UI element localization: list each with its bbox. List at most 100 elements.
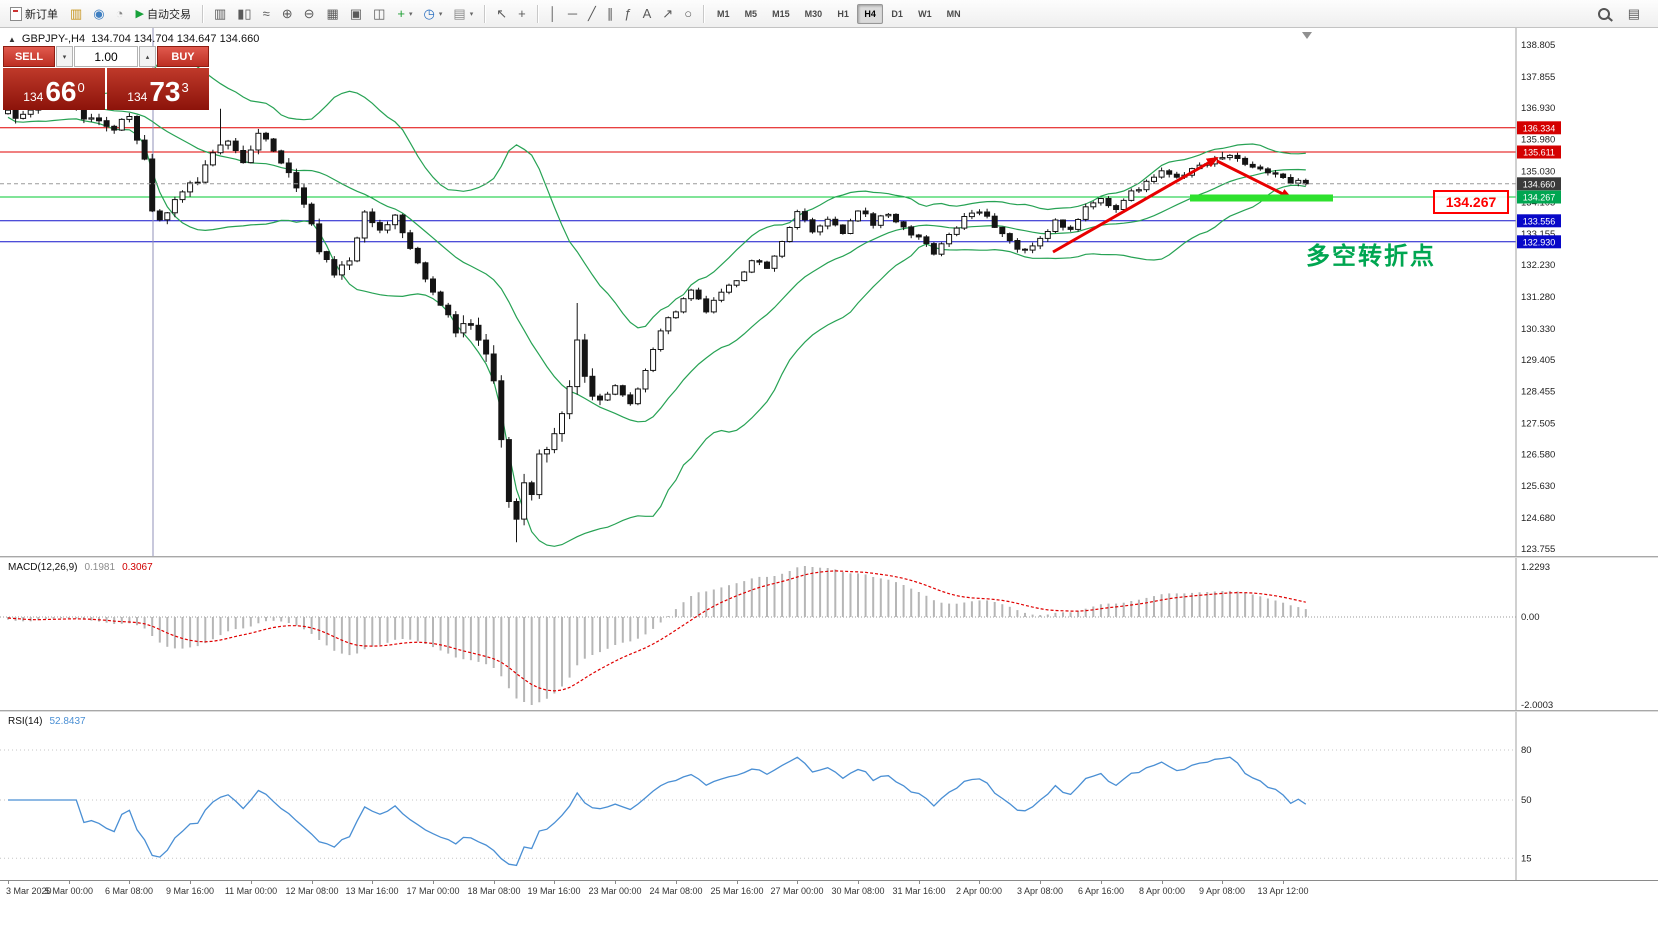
buy-price-button[interactable]: 134 73 3 xyxy=(107,68,209,110)
timeframe-button-h4[interactable]: H4 xyxy=(857,3,884,24)
autotrading-button[interactable]: ▶ 自动交易 xyxy=(131,3,196,25)
vertical-line-icon[interactable]: │ xyxy=(544,3,562,25)
search-icon[interactable] xyxy=(1593,3,1615,25)
horizontal-line-icon-glyph: ─ xyxy=(567,6,578,21)
toolbar-separator xyxy=(536,4,538,23)
time-axis-tick xyxy=(737,881,738,884)
sell-price-button[interactable]: 134 66 0 xyxy=(3,68,105,110)
time-axis-tick xyxy=(676,881,677,884)
fibonacci-icon[interactable]: ƒ xyxy=(619,3,636,25)
line-chart-mode-icon[interactable]: ≈ xyxy=(258,3,275,25)
price-axis[interactable]: 138.805137.855136.930135.980135.030134.1… xyxy=(1515,28,1555,556)
candlestick-mode-icon[interactable]: ▮▯ xyxy=(232,3,256,25)
text-tool-icon[interactable]: A xyxy=(638,3,657,25)
bar-chart-mode-icon[interactable]: ▥ xyxy=(209,3,231,25)
svg-text:133.155: 133.155 xyxy=(1521,229,1555,240)
horizontal-line-icon[interactable]: ─ xyxy=(563,3,582,25)
shapes-icon[interactable]: ○ xyxy=(679,3,697,25)
turning-point-annotation[interactable]: 多空转折点 xyxy=(1306,243,1436,270)
toolbar-separator xyxy=(484,4,486,23)
channel-icon[interactable]: ∥ xyxy=(602,3,619,25)
candlestick-mode-icon-glyph: ▮▯ xyxy=(237,6,252,21)
macd-svg[interactable]: 1.2293 0.00 -2.0003 xyxy=(0,558,1658,710)
new-order-button[interactable]: 新订单 xyxy=(5,3,63,25)
time-axis-tick xyxy=(797,881,798,884)
time-axis-tick xyxy=(433,881,434,884)
rsi-levels xyxy=(0,749,1516,859)
price-chart-area[interactable]: 138.805137.855136.930135.980135.030134.1… xyxy=(0,28,1658,556)
timeframe-button-mn[interactable]: MN xyxy=(940,4,968,24)
panel-separator[interactable] xyxy=(0,556,1658,558)
time-axis-label: 6 Apr 16:00 xyxy=(1077,886,1125,896)
add-indicator-icon[interactable]: + ▾ xyxy=(392,3,417,25)
price-annotation-label[interactable]: 134.267 xyxy=(1433,190,1509,214)
svg-text:126.580: 126.580 xyxy=(1521,449,1555,460)
chart-shift-marker[interactable] xyxy=(1302,32,1312,39)
time-axis-tick xyxy=(69,881,70,884)
sell-button[interactable]: SELL xyxy=(3,46,55,67)
time-axis-tick xyxy=(858,881,859,884)
timeframe-button-m5[interactable]: M5 xyxy=(738,4,765,24)
timeframe-button-d1[interactable]: D1 xyxy=(884,4,910,24)
svg-text:135.980: 135.980 xyxy=(1521,135,1555,146)
time-axis-label: 5 Mar 00:00 xyxy=(44,886,94,896)
trend-arrow-down[interactable] xyxy=(1216,159,1293,200)
svg-text:135.611: 135.611 xyxy=(1523,148,1555,158)
ticks-icon[interactable]: ◔ xyxy=(111,3,129,25)
profiles-icon-glyph: ◉ xyxy=(93,6,105,21)
timeframe-button-m30[interactable]: M30 xyxy=(798,4,830,24)
time-axis-tick xyxy=(129,881,130,884)
shapes-icon-glyph: ○ xyxy=(684,6,693,21)
volume-input[interactable] xyxy=(74,46,138,67)
arrow-tool-icon[interactable]: ↗ xyxy=(657,3,678,25)
buy-button[interactable]: BUY xyxy=(157,46,209,67)
timeframe-button-m15[interactable]: M15 xyxy=(765,4,797,24)
volume-increase-button[interactable]: ▴ xyxy=(139,46,156,67)
timeframe-button-w1[interactable]: W1 xyxy=(911,4,939,24)
timeframe-button-h1[interactable]: H1 xyxy=(830,4,856,24)
macd-panel[interactable]: 1.2293 0.00 -2.0003 MACD(12,26,9) 0.1981 0.3… xyxy=(0,558,1658,710)
trendline-icon[interactable]: ╱ xyxy=(583,3,601,25)
crosshair-icon[interactable]: + xyxy=(513,3,531,25)
timeframe-button-m1[interactable]: M1 xyxy=(710,4,737,24)
magnifier-glyph xyxy=(1597,7,1610,20)
timeframe-toolbar: M1 M5 M15 M30 H1 H4 D1 W1 MN xyxy=(710,3,968,24)
zoom-in-icon[interactable]: ⊕ xyxy=(277,3,298,25)
window-icon[interactable]: ▤ xyxy=(1623,3,1645,25)
rsi-panel[interactable]: 80 50 15 RSI(14) 52.8437 xyxy=(0,712,1658,880)
price-chart-svg[interactable]: 138.805137.855136.930135.980135.030134.1… xyxy=(0,28,1658,556)
one-click-trading-panel: SELL ▾ ▴ BUY 134 66 0 134 73 3 xyxy=(3,46,209,110)
time-axis-label: 27 Mar 00:00 xyxy=(770,886,824,896)
volume-decrease-button[interactable]: ▾ xyxy=(56,46,73,67)
candles xyxy=(5,93,1309,543)
time-axis[interactable]: 3 Mar 2020 5 Mar 00:00 6 Mar 08:00 9 Mar 16… xyxy=(0,880,1658,902)
svg-text:15: 15 xyxy=(1521,853,1532,864)
macd-axis[interactable]: 1.2293 0.00 -2.0003 xyxy=(1515,558,1553,710)
cursor-icon[interactable]: ↖ xyxy=(491,3,512,25)
template-icon[interactable]: ▤ ▾ xyxy=(448,3,478,25)
time-axis-tick xyxy=(494,881,495,884)
zoom-out-icon[interactable]: ⊖ xyxy=(299,3,320,25)
collapse-panel-icon[interactable]: ▲ xyxy=(8,34,16,44)
svg-text:137.855: 137.855 xyxy=(1521,72,1555,83)
panel-separator[interactable] xyxy=(0,710,1658,712)
profiles-icon[interactable]: ◉ xyxy=(88,3,109,25)
sell-price-big: 66 xyxy=(45,76,77,107)
rsi-svg[interactable]: 80 50 15 xyxy=(0,712,1658,880)
period-selector-icon[interactable]: ◷ ▾ xyxy=(419,3,448,25)
channel-icon-glyph: ∥ xyxy=(606,6,614,21)
rsi-axis[interactable]: 80 50 15 xyxy=(1515,712,1532,880)
time-axis-tick xyxy=(919,881,920,884)
macd-histogram xyxy=(7,566,1307,705)
sell-price-prefix: 134 xyxy=(23,90,44,104)
svg-text:124.680: 124.680 xyxy=(1521,513,1555,524)
zoom-in-icon-glyph: ⊕ xyxy=(281,6,293,21)
trend-arrow-up[interactable] xyxy=(1052,156,1219,254)
arrange-windows-icon[interactable]: ◫ xyxy=(368,3,390,25)
tile-windows-icon[interactable]: ▦ xyxy=(322,3,344,25)
charts-icon[interactable]: ▥ xyxy=(65,3,87,25)
toolbar-separator xyxy=(703,4,705,23)
cascade-windows-icon[interactable]: ▣ xyxy=(345,3,367,25)
template-icon-glyph: ▤ xyxy=(453,6,466,21)
time-axis-tick xyxy=(8,881,9,884)
